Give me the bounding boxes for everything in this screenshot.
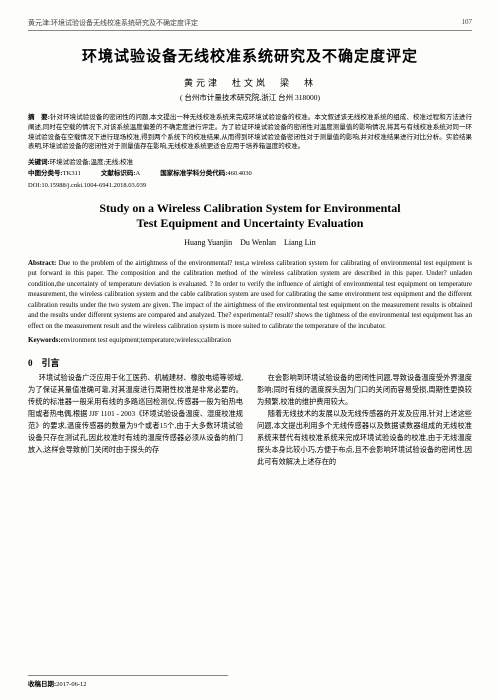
keywords-en-text: environment test equipment;temperature;w… [61,336,231,344]
header-left: 黄元津:环境试验设备无线校准系统研究及不确定度评定 [28,18,198,28]
intro-para-right-1: 在会影响到环境试验设备的密闭性问题,导致设备温度受外界温度影响;同时有线的温度探… [257,373,472,409]
keywords-cn-text: 环境试验设备;温度;无线;校准 [50,159,133,166]
received-label: 收稿日期: [28,681,56,688]
received-date: 收稿日期:2017-06-12 [28,675,228,688]
abstract-cn-text: 针对环境试验设备的密闭性的问题,本文提出一种无线校准系统来完成环境试验设备的校准… [28,114,472,150]
abstract-english: Abstract: Due to the problem of the airt… [28,258,472,332]
section-heading-intro: 0 引言 [28,356,472,369]
classification-row: 中图分类号:TK311 文献标识码:A 国家标准学科分类代码:460.4030 [28,169,472,179]
doc-code-label: 文献标识码: [101,170,136,177]
abstract-chinese: 摘 要:针对环境试验设备的密闭性的问题,本文提出一种无线校准系统来完成环境试验设… [28,113,472,152]
abstract-cn-label: 摘 要: [28,114,50,121]
page-number: 107 [462,18,473,28]
column-left: 环境试验设备广泛应用于化工医药、机械建材、橡胶电缆等领域,为了保证其量值准确可靠… [28,373,243,468]
affiliation: ( 台州市计量技术研究院,浙江 台州 318000) [28,92,472,103]
title-en-line1: Study on a Wireless Calibration System f… [28,201,472,217]
intro-para-left: 环境试验设备广泛应用于化工医药、机械建材、橡胶电缆等领域,为了保证其量值准确可靠… [28,373,243,456]
keywords-en-label: Keywords: [28,336,61,344]
keywords-cn-label: 关键词: [28,159,50,166]
intro-para-right-2: 随着无线技术的发展以及无线传感器的开发及应用,针对上述这些问题,本文提出利用多个… [257,409,472,468]
authors-chinese: 黄元津 杜文岚 梁 林 [28,76,472,89]
authors-english: Huang Yuanjin Du Wenlan Liang Lin [28,237,472,248]
doc-code-value: A [136,170,141,177]
abstract-en-text: Due to the problem of the airtightness o… [28,259,472,330]
body-columns: 环境试验设备广泛应用于化工医药、机械建材、橡胶电缆等领域,为了保证其量值准确可靠… [28,373,472,468]
doi: DOI:10.15988/j.cnki.1004-6941.2018.03.03… [28,182,472,189]
column-right: 在会影响到环境试验设备的密闭性问题,导致设备温度受外界温度影响;同时有线的温度探… [257,373,472,468]
keywords-english: Keywords:environment test equipment;temp… [28,336,472,344]
title-english: Study on a Wireless Calibration System f… [28,201,472,232]
running-header: 黄元津:环境试验设备无线校准系统研究及不确定度评定 107 [28,18,472,31]
title-chinese: 环境试验设备无线校准系统研究及不确定度评定 [28,45,472,66]
abstract-en-label: Abstract: [28,259,56,267]
keywords-chinese: 关键词:环境试验设备;温度;无线;校准 [28,156,472,166]
title-en-line2: Test Equipment and Uncertainty Evaluatio… [28,216,472,232]
clc-label: 中图分类号: [28,170,63,177]
received-value: 2017-06-12 [56,681,86,688]
subject-code-value: 460.4030 [227,170,251,177]
clc-value: TK311 [63,170,81,177]
subject-code-label: 国家标准学科分类代码: [160,170,227,177]
